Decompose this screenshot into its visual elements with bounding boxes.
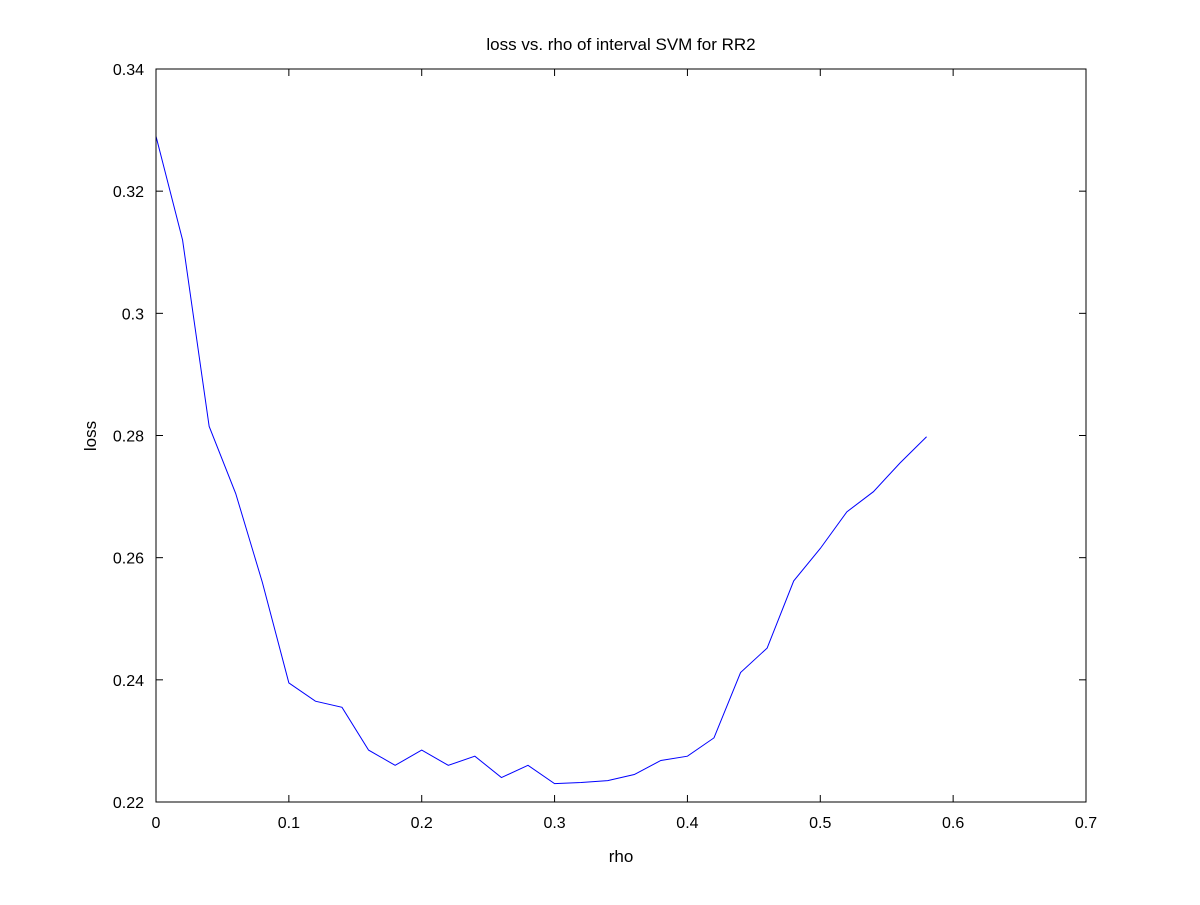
x-tick-label: 0.4 [676,815,698,832]
x-tick-label: 0.5 [809,815,831,832]
x-tick-label: 0.1 [278,815,300,832]
x-tick-label: 0.3 [543,815,565,832]
x-tick-label: 0.6 [942,815,964,832]
y-tick-label: 0.32 [113,184,144,201]
series-layer [155,136,927,785]
series-line [155,136,927,785]
x-tick-label: 0 [152,815,161,832]
chart-title: loss vs. rho of interval SVM for RR2 [486,35,755,54]
y-tick-label: 0.26 [113,551,144,568]
y-tick-label: 0.28 [113,429,144,446]
y-tick-label: 0.22 [113,795,144,812]
y-tick-label: 0.34 [113,62,144,79]
y-axis-title: loss [81,421,100,451]
plot-area [156,69,1086,802]
y-tick-label: 0.24 [113,673,144,690]
tick-labels: 0 0.1 0.2 0.3 0.4 0.5 0.6 0.7 0.22 0.24 0.26 0.28 0.… [113,62,1097,832]
x-axis-title: rho [609,847,634,866]
x-tick-label: 0.2 [411,815,433,832]
y-tick-label: 0.3 [122,306,144,323]
x-tick-label: 0.7 [1075,815,1097,832]
plot-frame [155,68,1087,803]
